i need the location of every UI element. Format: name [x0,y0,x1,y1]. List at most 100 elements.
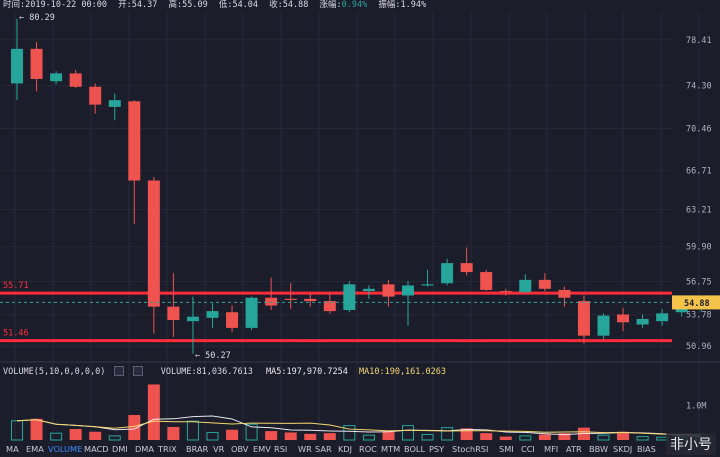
tab-kdj[interactable]: KDJ [338,444,353,454]
candle-body [147,180,160,307]
tab-obv[interactable]: OBV [231,444,249,454]
tab-atr[interactable]: ATR [566,444,582,454]
ma10-value: MA10:190,161.0263 [359,366,446,377]
y-axis-tick-label: 66.71 [686,166,712,176]
candle-body [69,73,82,87]
volume-bar [206,431,219,441]
candle-body [460,263,473,273]
volume-bar [50,432,63,441]
settings-icon[interactable] [114,366,125,376]
tab-skdj[interactable]: SKDJ [613,444,633,454]
close-value: 54.88 [282,0,309,10]
ohlc-info-bar: 时间:2019-10-22 00:00 开:54.37 高:55.09 低:54… [3,0,432,12]
candle-body [50,73,63,82]
candle-body [108,100,121,107]
low-value: 54.04 [232,0,259,10]
current-price-tag [672,295,720,310]
tab-smi[interactable]: SMI [499,444,514,454]
tab-brar[interactable]: BRAR [186,444,209,454]
tab-wr[interactable]: WR [298,444,312,454]
tab-stochrsi[interactable]: StochRSI [452,444,489,454]
tab-rsi[interactable]: RSI [274,444,288,454]
tab-sar[interactable]: SAR [315,444,332,454]
candle-body [577,301,590,336]
tab-ma[interactable]: MA [6,444,19,454]
volume-bar [636,436,649,441]
candle-body [89,86,102,105]
tab-macd[interactable]: MACD [84,444,109,454]
volume-bar [362,434,375,441]
volume-bar [382,431,395,440]
candle-body [284,298,297,300]
candle-body [343,284,356,311]
candle-body [323,301,336,312]
volume-bar [323,433,336,440]
tab-mfi[interactable]: MFI [544,444,559,454]
time-label: 时间: [3,0,26,10]
level-label: 51.46 [3,329,29,339]
candle-body [226,312,239,328]
volume-bar [558,433,571,440]
volume-bar [167,426,180,440]
y-axis-tick-label: 70.46 [686,125,712,135]
tab-bias[interactable]: BIAS [637,444,656,454]
tab-roc[interactable]: ROC [359,444,377,454]
tab-psy[interactable]: PSY [429,444,445,454]
tab-cci[interactable]: CCI [521,444,535,454]
tab-boll[interactable]: BOLL [404,444,426,454]
candle-body [167,306,180,321]
candle-body [538,279,551,289]
close-icon[interactable] [132,366,143,376]
volume-bar [128,414,141,440]
volume-bar [69,429,82,440]
tab-volume[interactable]: VOLUME [48,444,83,454]
volume-bar [441,427,454,441]
watermark-logo: 非小号 [666,433,716,455]
tab-dmi[interactable]: DMI [112,444,128,454]
tab-bbw[interactable]: BBW [589,444,609,454]
tab-vr[interactable]: VR [213,444,225,454]
tab-dma[interactable]: DMA [135,444,154,454]
low-marker: ← 50.27 [195,351,231,361]
candle-body [421,284,434,286]
volume-bar [538,434,551,440]
time-value: 2019-10-22 00:00 [25,0,108,10]
volume-bar [617,431,630,440]
candle-body [265,297,278,306]
volume-bar [30,418,43,440]
candle-body [480,272,493,290]
volume-bar [147,384,160,440]
amplitude-label: 振幅: [378,0,401,10]
candle-body [499,291,512,293]
volume-bar [480,433,493,440]
tab-mtm[interactable]: MTM [381,444,401,454]
candle-body [636,318,649,325]
tab-emv[interactable]: EMV [253,444,271,454]
volume-bar [284,432,297,440]
volume-bar [597,434,610,441]
volume-bar [343,425,356,441]
high-label: 高: [168,0,183,10]
volume-indicator-label: VOLUME(5,10,0,0,0,0) [3,366,106,377]
volume-value: VOLUME:81,036.7613 [160,366,253,377]
volume-bar [265,431,278,440]
open-label: 开: [118,0,132,10]
tab-trix[interactable]: TRIX [158,444,177,454]
volume-axis-tick-label: 1.0M [686,402,706,412]
candle-body [362,288,375,292]
open-value: 54.37 [131,0,158,10]
candle-body [382,284,395,297]
candle-body [656,313,669,322]
ma5-value: MA5:197,970.7254 [265,366,348,377]
ma10-line [16,419,702,436]
tab-ema[interactable]: EMA [26,444,44,454]
volume-bar [226,429,239,440]
volume-bar [402,425,414,441]
change-value: 0.94% [341,0,368,10]
volume-bar [460,428,473,440]
volume-bar [304,433,317,440]
close-label: 收: [269,0,283,10]
y-axis-tick-label: 56.75 [686,278,712,288]
candle-body [402,285,414,296]
low-label: 低: [218,0,233,10]
